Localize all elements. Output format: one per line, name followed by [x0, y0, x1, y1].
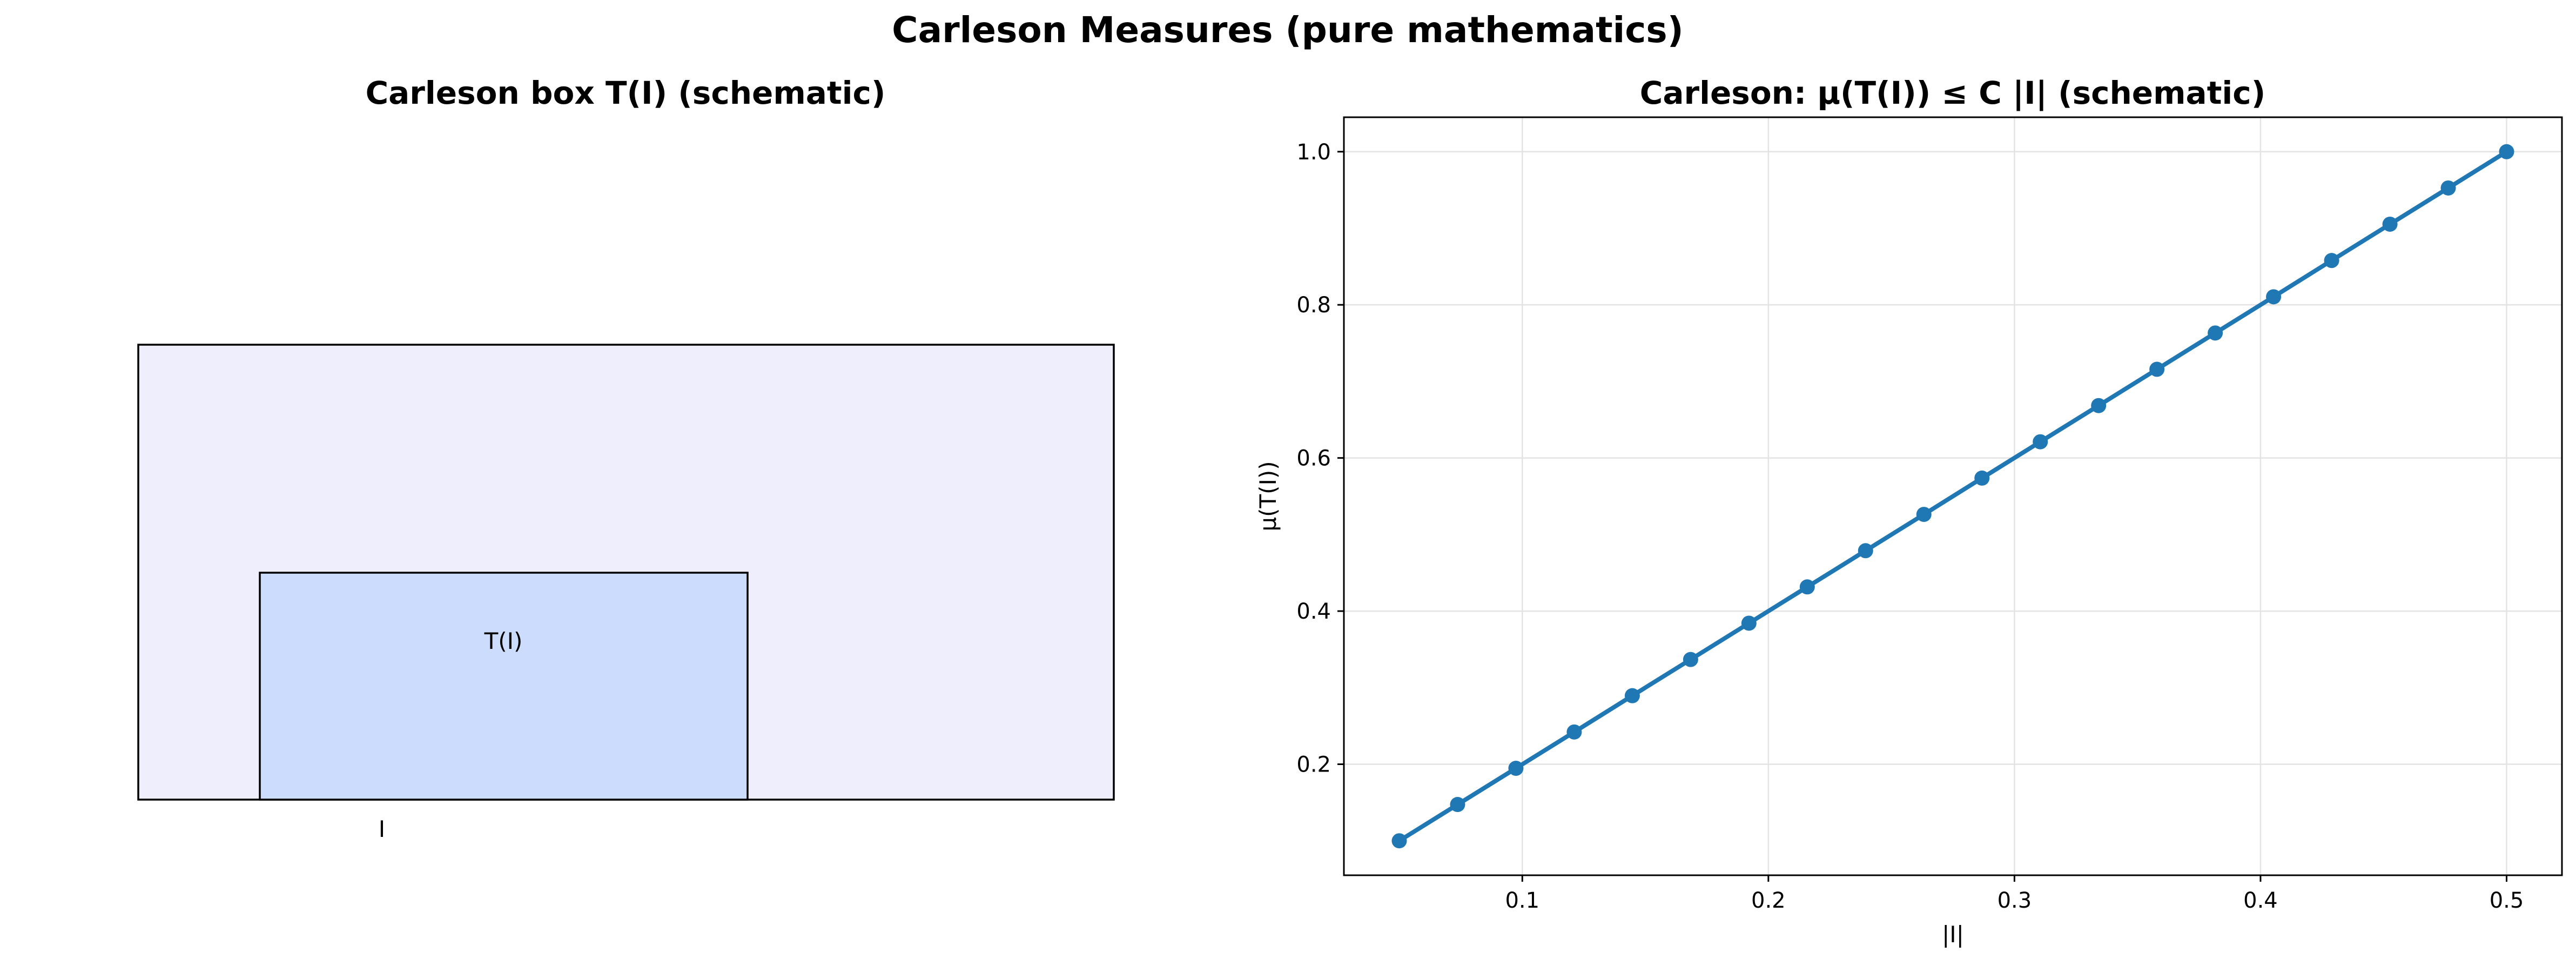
- plot-frame: [1343, 116, 2563, 876]
- y-tick-label: 0.4: [1296, 599, 1331, 624]
- y-axis-label: μ(T(I)): [1255, 461, 1281, 531]
- data-point: [1858, 543, 1873, 559]
- data-point: [1799, 579, 1815, 595]
- series-line: [1397, 149, 2509, 843]
- data-point: [1974, 470, 1990, 486]
- x-axis-label: |I|: [1942, 921, 1964, 948]
- carleson-box-label: T(I): [484, 628, 523, 654]
- data-point: [1508, 761, 1524, 776]
- interval-label: I: [379, 816, 385, 842]
- x-tick-label: 0.2: [1751, 888, 1786, 913]
- y-tick-label: 0.2: [1296, 753, 1331, 777]
- data-point: [1391, 833, 1407, 849]
- right-panel: Carleson: μ(T(I)) ≤ C |I| (schematic) 0.…: [1255, 75, 2563, 948]
- data-point: [1741, 615, 1757, 631]
- data-point: [2324, 253, 2339, 269]
- x-tick-label: 0.1: [1505, 888, 1539, 913]
- data-point: [2149, 361, 2165, 377]
- x-tick-label: 0.4: [2243, 888, 2278, 913]
- data-point: [2499, 144, 2514, 159]
- data-point: [1683, 652, 1698, 667]
- data-point: [2091, 398, 2107, 413]
- y-tick-label: 0.8: [1296, 293, 1331, 318]
- data-point: [2033, 434, 2048, 450]
- data-point: [2382, 216, 2398, 232]
- y-tick-label: 1.0: [1296, 140, 1331, 165]
- ticks: 0.1 0.2 0.3 0.4 0.5 0.2 0.4 0.6 0.8 1.0: [1296, 140, 2524, 913]
- data-point: [1566, 724, 1582, 740]
- x-tick-label: 0.5: [2490, 888, 2524, 913]
- series-layer: [1391, 144, 2514, 849]
- figure-title: Carleson Measures (pure mathematics): [892, 9, 1684, 51]
- data-point: [2208, 325, 2223, 341]
- data-point: [1624, 688, 1640, 703]
- carleson-box: [259, 572, 749, 801]
- grid: [1344, 117, 2562, 875]
- x-tick-label: 0.3: [1997, 888, 2032, 913]
- data-point: [2440, 180, 2456, 196]
- y-tick-label: 0.6: [1296, 446, 1331, 471]
- right-panel-title: Carleson: μ(T(I)) ≤ C |I| (schematic): [1640, 75, 2265, 111]
- left-panel: Carleson box T(I) (schematic) T(I) I: [137, 75, 1115, 842]
- left-panel-title: Carleson box T(I) (schematic): [366, 75, 886, 111]
- data-point: [1916, 507, 1932, 522]
- data-point: [2266, 289, 2282, 305]
- data-point: [1450, 797, 1465, 813]
